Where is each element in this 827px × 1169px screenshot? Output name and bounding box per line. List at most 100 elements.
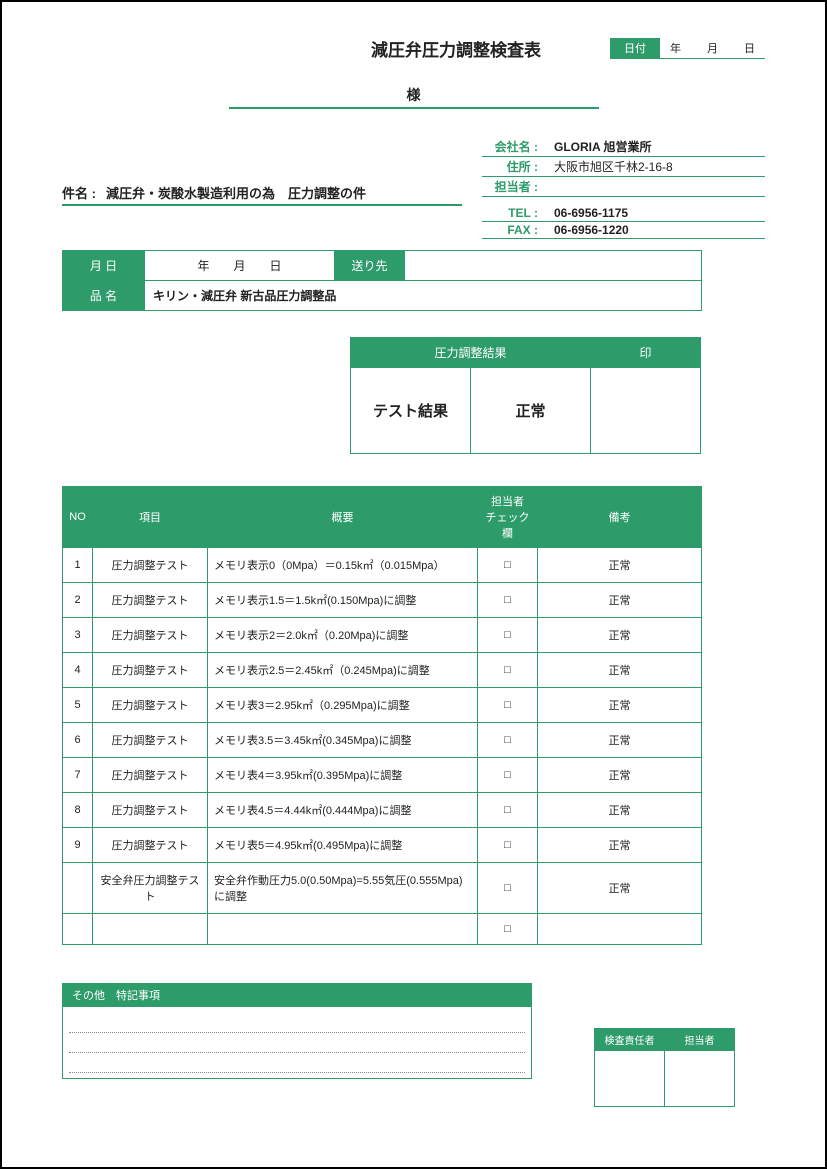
cell-item: 圧力調整テスト [93, 688, 208, 723]
table-row: 5圧力調整テストメモリ表3＝2.95k㎡（0.295Mpa)に調整□正常 [63, 688, 702, 723]
seal-header: 印 [591, 338, 701, 368]
cell-remark: 正常 [538, 618, 702, 653]
subject-text: 減圧弁・炭酸水製造利用の為 圧力調整の件 [106, 183, 366, 202]
date-year: 年 [666, 40, 685, 56]
table-row: □ [63, 914, 702, 945]
page-title: 減圧弁圧力調整検査表 [371, 36, 541, 61]
notes-header: その他 特記事項 [62, 983, 532, 1007]
sign-inspector-cell [595, 1051, 665, 1107]
cell-item: 圧力調整テスト [93, 723, 208, 758]
company-fax-label: FAX : [482, 223, 544, 237]
company-tel-label: TEL : [482, 206, 544, 220]
company-person [544, 178, 554, 195]
cell-item: 圧力調整テスト [93, 618, 208, 653]
cell-no [63, 914, 93, 945]
company-tel: 06-6956-1175 [544, 206, 628, 220]
cell-item: 安全弁圧力調整テスト [93, 863, 208, 914]
table-row: 3圧力調整テストメモリ表示2＝2.0k㎡（0.20Mpa)に調整□正常 [63, 618, 702, 653]
meta-date-value: 年 月 日 [145, 251, 335, 281]
cell-check[interactable]: □ [478, 793, 538, 828]
meta-product-value: キリン・減圧弁 新古品圧力調整品 [145, 281, 702, 311]
cell-no: 5 [63, 688, 93, 723]
cell-check[interactable]: □ [478, 618, 538, 653]
col-remark: 備考 [538, 487, 702, 548]
cell-remark: 正常 [538, 758, 702, 793]
meta-table: 月 日 年 月 日 送り先 品 名 キリン・減圧弁 新古品圧力調整品 [62, 250, 702, 311]
cell-remark: 正常 [538, 688, 702, 723]
cell-remark: 正常 [538, 863, 702, 914]
cell-summary: メモリ表示0（0Mpa）＝0.15k㎡（0.015Mpa） [208, 548, 478, 583]
cell-remark: 正常 [538, 828, 702, 863]
cell-check[interactable]: □ [478, 723, 538, 758]
company-fax: 06-6956-1220 [544, 223, 629, 237]
company-addr-label: 住所 : [482, 158, 544, 175]
col-item: 項目 [93, 487, 208, 548]
table-row: 4圧力調整テストメモリ表示2.5＝2.45k㎡（0.245Mpa)に調整□正常 [63, 653, 702, 688]
cell-check[interactable]: □ [478, 548, 538, 583]
cell-remark: 正常 [538, 653, 702, 688]
meta-sendto-label: 送り先 [335, 251, 405, 281]
cell-item: 圧力調整テスト [93, 583, 208, 618]
cell-summary: メモリ表示2.5＝2.45k㎡（0.245Mpa)に調整 [208, 653, 478, 688]
cell-check[interactable]: □ [478, 688, 538, 723]
cell-summary: メモリ表3.5＝3.45k㎡(0.345Mpa)に調整 [208, 723, 478, 758]
cell-no: 2 [63, 583, 93, 618]
cell-no: 6 [63, 723, 93, 758]
date-day: 日 [740, 40, 759, 56]
table-row: 7圧力調整テストメモリ表4＝3.95k㎡(0.395Mpa)に調整□正常 [63, 758, 702, 793]
cell-no: 8 [63, 793, 93, 828]
cell-summary: メモリ表5＝4.95k㎡(0.495Mpa)に調整 [208, 828, 478, 863]
col-summary: 概要 [208, 487, 478, 548]
notes-block: その他 特記事項 [62, 983, 532, 1079]
date-month: 月 [703, 40, 722, 56]
meta-sendto-value [405, 251, 702, 281]
meta-date-label: 月 日 [63, 251, 145, 281]
cell-item: 圧力調整テスト [93, 828, 208, 863]
sign-person-label: 担当者 [665, 1029, 735, 1051]
company-person-label: 担当者 : [482, 178, 544, 195]
cell-no: 3 [63, 618, 93, 653]
cell-summary: 安全弁作動圧力5.0(0.50Mpa)=5.55気圧(0.555Mpa)に調整 [208, 863, 478, 914]
table-row: 8圧力調整テストメモリ表4.5＝4.44k㎡(0.444Mpa)に調整□正常 [63, 793, 702, 828]
sign-person-cell [665, 1051, 735, 1107]
table-row: 1圧力調整テストメモリ表示0（0Mpa）＝0.15k㎡（0.015Mpa）□正常 [63, 548, 702, 583]
cell-item: 圧力調整テスト [93, 793, 208, 828]
subject-label: 件名 : [62, 183, 96, 202]
cell-summary: メモリ表示1.5＝1.5k㎡(0.150Mpa)に調整 [208, 583, 478, 618]
cell-check[interactable]: □ [478, 758, 538, 793]
company-addr: 大阪市旭区千林2-16-8 [544, 158, 673, 175]
cell-no: 4 [63, 653, 93, 688]
inspection-table: NO 項目 概要 担当者 チェック欄 備考 1圧力調整テストメモリ表示0（0Mp… [62, 486, 702, 945]
table-row: 2圧力調整テストメモリ表示1.5＝1.5k㎡(0.150Mpa)に調整□正常 [63, 583, 702, 618]
result-status: 正常 [471, 368, 591, 454]
result-header: 圧力調整結果 [351, 338, 591, 368]
cell-check[interactable]: □ [478, 863, 538, 914]
result-test-label: テスト結果 [351, 368, 471, 454]
company-name: GLORIA 旭営業所 [544, 138, 652, 155]
table-row: 安全弁圧力調整テスト安全弁作動圧力5.0(0.50Mpa)=5.55気圧(0.5… [63, 863, 702, 914]
col-check: 担当者 チェック欄 [478, 487, 538, 548]
cell-item [93, 914, 208, 945]
cell-remark: 正常 [538, 583, 702, 618]
seal-cell [591, 368, 701, 454]
cell-summary: メモリ表示2＝2.0k㎡（0.20Mpa)に調整 [208, 618, 478, 653]
recipient-sama: 様 [407, 87, 421, 103]
cell-check[interactable]: □ [478, 914, 538, 945]
cell-remark [538, 914, 702, 945]
table-row: 9圧力調整テストメモリ表5＝4.95k㎡(0.495Mpa)に調整□正常 [63, 828, 702, 863]
cell-remark: 正常 [538, 793, 702, 828]
cell-remark: 正常 [538, 723, 702, 758]
cell-check[interactable]: □ [478, 583, 538, 618]
cell-summary: メモリ表4＝3.95k㎡(0.395Mpa)に調整 [208, 758, 478, 793]
sign-inspector-label: 検査責任者 [595, 1029, 665, 1051]
col-no: NO [63, 487, 93, 548]
cell-check[interactable]: □ [478, 653, 538, 688]
cell-summary [208, 914, 478, 945]
result-table: 圧力調整結果 印 テスト結果 正常 [350, 337, 701, 454]
cell-no: 1 [63, 548, 93, 583]
cell-item: 圧力調整テスト [93, 653, 208, 688]
cell-check[interactable]: □ [478, 828, 538, 863]
cell-remark: 正常 [538, 548, 702, 583]
cell-summary: メモリ表4.5＝4.44k㎡(0.444Mpa)に調整 [208, 793, 478, 828]
company-name-label: 会社名 : [482, 138, 544, 155]
